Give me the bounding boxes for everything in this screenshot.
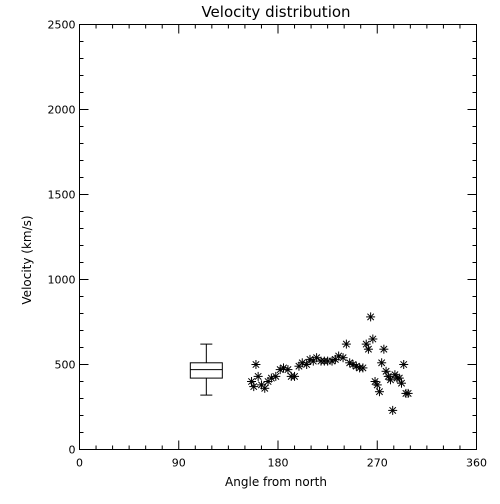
data-point [253,371,263,381]
y-tick-label: 500 [55,359,76,372]
data-point [283,365,293,375]
y-axis-label: Velocity (km/s) [20,215,34,304]
data-point [290,371,300,381]
data-marks [189,312,413,415]
plot-frame [79,24,477,450]
y-tick-label: 1500 [48,189,76,202]
data-point [361,339,371,349]
box-plot [189,343,223,396]
x-tick-label: 0 [76,457,83,470]
data-point [251,360,261,369]
data-point [388,405,398,415]
data-point [363,344,373,354]
y-tick-label: 1000 [48,274,76,287]
data-point [374,387,384,397]
data-point [271,371,281,381]
data-point [302,360,312,369]
chart-title: Velocity distribution [201,3,350,21]
data-point [249,382,259,392]
data-point [368,334,378,344]
data-point [403,388,413,398]
data-point [358,363,368,373]
box-iqr [189,362,223,379]
x-axis-label: Angle from north [225,475,327,489]
data-point [399,360,409,369]
data-point [260,383,270,393]
x-tick-label: 360 [466,457,487,470]
y-tick-label: 2000 [48,104,76,117]
data-point [338,353,348,363]
data-point [341,339,351,349]
axis-ticks: 0 90 180 270 360 0 500 1000 1500 2000 2500 [48,19,488,470]
x-tick-label: 90 [172,457,186,470]
y-tick-label: 0 [69,444,76,457]
data-point [372,380,382,390]
y-tick-label: 2500 [48,19,76,32]
x-tick-label: 180 [268,457,289,470]
data-point [379,344,389,354]
data-point [366,312,376,322]
data-point [397,378,407,388]
x-tick-label: 270 [367,457,388,470]
data-point [377,358,387,368]
